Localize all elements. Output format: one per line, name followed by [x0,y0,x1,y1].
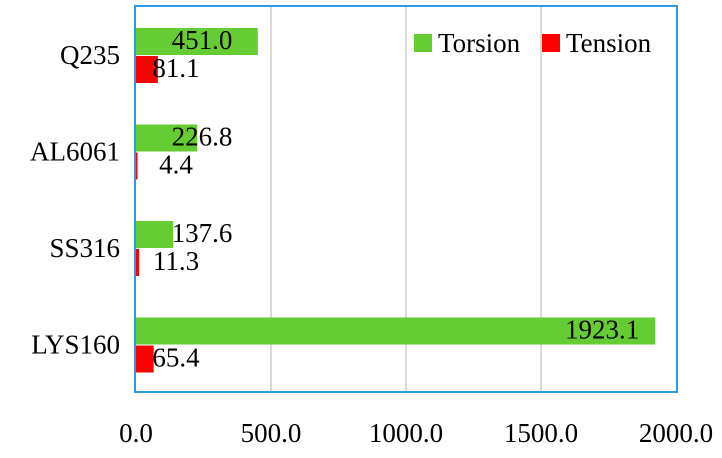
category-label-q235: Q235 [60,40,120,70]
data-label-torsion-ss316: 137.6 [172,218,233,248]
bar-torsion-lys160 [136,317,656,345]
x-tick-label: 2000.0 [639,418,713,448]
data-label-torsion-q235: 451.0 [172,25,233,55]
category-label-ss316: SS316 [49,233,120,263]
data-label-tension-al6061: 4.4 [159,150,193,180]
legend-label-tension: Tension [566,28,652,58]
category-label-lys160: LYS160 [31,330,120,360]
bar-torsion-q235 [136,28,258,55]
data-label-torsion-al6061: 226.8 [172,122,233,152]
x-tick-label: 1000.0 [369,418,443,448]
legend: Torsion Tension [414,28,652,58]
bars [136,28,656,373]
x-tick-label: 1500.0 [504,418,578,448]
bar-tension-lys160 [136,345,154,373]
bar-tension-al6061 [136,152,138,180]
legend-label-torsion: Torsion [438,28,521,58]
category-label-al6061: AL6061 [30,137,120,167]
bar-torsion-al6061 [136,124,198,152]
category-axis-labels: Q235 AL6061 SS316 LYS160 [30,40,120,360]
data-label-torsion-lys160: 1923.1 [565,315,639,345]
data-label-tension-ss316: 11.3 [153,246,199,276]
data-label-tension-lys160: 65.4 [152,343,200,373]
bar-torsion-ss316 [136,221,174,248]
legend-swatch-torsion [414,34,432,52]
bar-tension-ss316 [136,249,140,276]
bar-tension-q235 [136,56,158,83]
x-tick-label: 500.0 [241,418,302,448]
data-label-tension-q235: 81.1 [152,53,199,83]
legend-swatch-tension [542,34,560,52]
data-labels: 451.081.1 226.84.4 137.611.3 1923.1 65.4 [152,25,639,373]
x-tick-label: 0.0 [119,418,153,448]
plot-frame [134,5,678,393]
value-axis-tick-labels: 0.0 500.0 1000.0 1500.0 2000.0 [119,418,713,448]
